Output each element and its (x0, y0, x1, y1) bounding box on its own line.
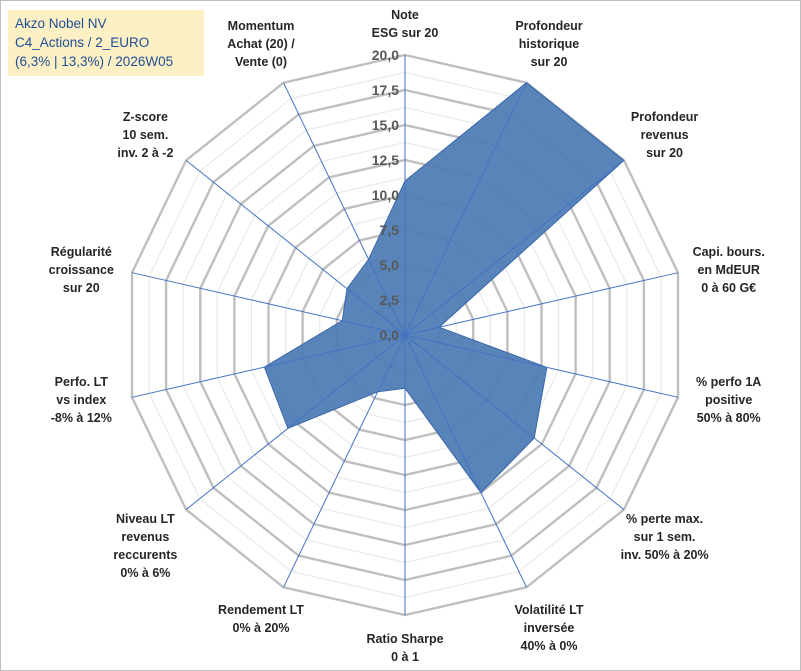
title-line-category: C4_Actions / 2_EURO (15, 35, 150, 50)
radar-spoke (283, 82, 406, 336)
chart-title-box: Akzo Nobel NV C4_Actions / 2_EURO (6,3% … (8, 10, 204, 76)
axis-label: Ratio Sharpe 0 à 1 (366, 632, 443, 664)
axis-label: Volatilité LT inversée 40% à 0% (515, 603, 584, 653)
axis-label: Z-score 10 sem. inv. 2 à -2 (117, 110, 173, 160)
axis-label: Niveau LT revenus reccurents 0% à 6% (113, 512, 177, 580)
radar-spoke (283, 334, 406, 588)
tick-label: 7,5 (380, 222, 400, 238)
tick-label: 12,5 (372, 152, 399, 168)
radar-spoke (404, 272, 679, 336)
axis-label: % perfo 1A positive 50% à 80% (696, 375, 761, 425)
series-layer (131, 55, 679, 615)
axis-label: Rendement LT 0% à 20% (218, 603, 304, 635)
axis-label: Capi. bours. en MdEUR 0 à 60 G€ (693, 245, 765, 295)
tick-label: 5,0 (380, 257, 400, 273)
axis-label: Profondeur historique sur 20 (515, 19, 582, 69)
radar-spoke (404, 334, 625, 510)
axis-label: Profondeur revenus sur 20 (631, 110, 698, 160)
tick-label: 2,5 (380, 292, 400, 308)
tick-label: 10,0 (372, 187, 399, 203)
radar-spoke (185, 160, 406, 336)
tick-label: 17,5 (372, 82, 399, 98)
radial-tick-labels: 0,0 2,5 5,0 7,5 10,0 12,5 15,0 17,5 20,0 (372, 47, 399, 343)
tick-label: 15,0 (372, 117, 399, 133)
title-line-period: (6,3% | 13,3%) / 2026W05 (15, 54, 174, 69)
radar-spoke (131, 334, 406, 398)
radar-spoke (131, 272, 406, 336)
tick-label: 0,0 (380, 327, 400, 343)
axis-label: Régularité croissance sur 20 (49, 245, 114, 295)
radar-spoke (404, 160, 625, 336)
axis-label: Perfo. LT vs index -8% à 12% (51, 375, 112, 425)
title-line-company: Akzo Nobel NV (15, 16, 107, 31)
axis-label: Note ESG sur 20 (372, 8, 439, 40)
radar-spoke (404, 334, 679, 398)
radar-spoke (404, 334, 527, 588)
radar-spoke (404, 82, 527, 336)
tick-label: 20,0 (372, 47, 399, 63)
axis-label: % perte max. sur 1 sem. inv. 50% à 20% (621, 512, 709, 562)
category-labels: Note ESG sur 20 Profondeur historique sur 20… (49, 8, 765, 664)
radar-spoke (185, 334, 406, 510)
axis-label: Momentum Achat (20) / Vente (0) (227, 19, 295, 69)
